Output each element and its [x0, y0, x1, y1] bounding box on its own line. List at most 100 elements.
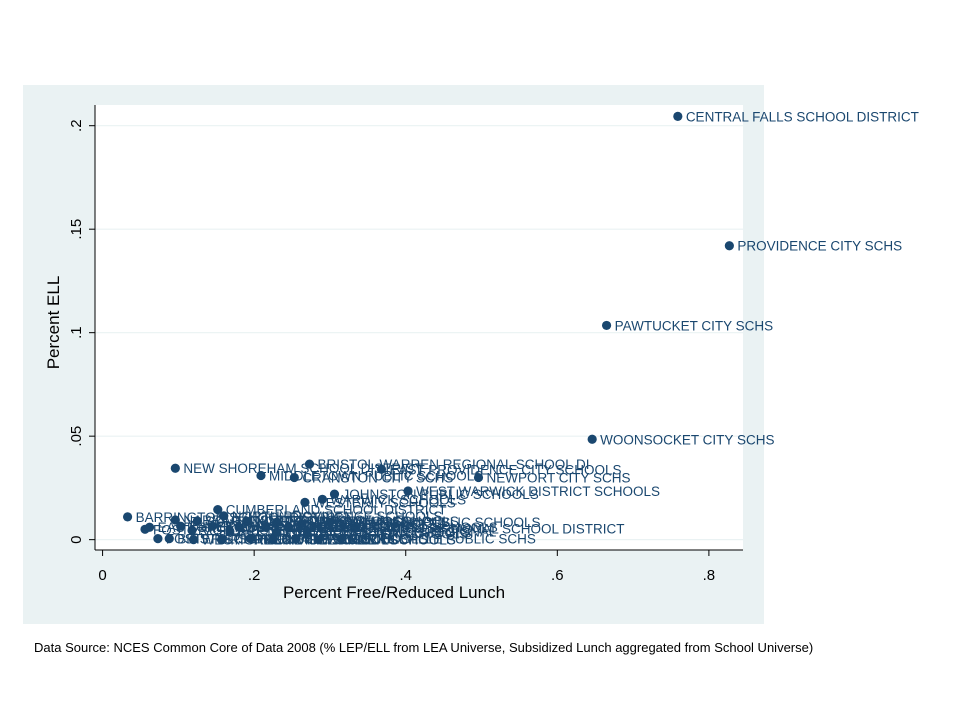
x-axis-title: Percent Free/Reduced Lunch	[283, 583, 505, 602]
point-label: NORTH KINGSTOWN SCHOOLS	[255, 514, 459, 529]
point-label: CHARLESTOWN SCHOOLS	[281, 533, 456, 548]
point-label: NEWPORT CITY SCHS	[486, 471, 630, 486]
point-labels: CENTRAL FALLS SCHOOL DISTRICT PROVIDENCE …	[136, 109, 919, 547]
x-tick-label: .8	[703, 567, 716, 584]
point-label: BRISTOL-WARREN REGIONAL SCHOOL DI	[317, 457, 589, 472]
gridlines	[95, 125, 743, 541]
point-label: FOSTER SCHOOLS	[166, 532, 291, 547]
point-label: SOUTH KINGSTOWN SCHOOLS	[205, 514, 409, 529]
y-axis-title: Percent ELL	[44, 276, 63, 370]
scatter-point	[188, 535, 199, 545]
point-label: WARWICK SCHOOLS	[330, 492, 466, 507]
point-label: SCITUATE SCHOOLS	[200, 523, 336, 538]
scatter-point	[291, 534, 301, 544]
point-label: LITTLE COMPTON SCHOOLS	[285, 525, 472, 540]
scatter-point	[296, 519, 306, 529]
scatter-point	[187, 525, 197, 535]
x-tick-label: .2	[248, 567, 261, 584]
point-label: EAST PROVIDENCE CITY SCHOOLS	[389, 462, 621, 477]
y-tick-label: .15	[68, 219, 85, 240]
scatter-point	[325, 517, 335, 527]
scatter-point	[304, 459, 315, 469]
point-label: EXETER-WEST GREENWICH REGIONAL	[238, 524, 497, 539]
scatter-point	[207, 521, 218, 531]
point-label: HOPKINTON SCHOOLS	[258, 532, 408, 547]
scatter-point	[724, 241, 734, 251]
data-points	[122, 111, 734, 545]
plot-area	[95, 105, 743, 550]
point-label: PAWTUCKET CITY SCHS	[615, 318, 774, 333]
point-label: PORTSMOUTH SCHOOLS	[285, 515, 451, 530]
point-label: BURRILLVILLE SCHOOLS	[247, 520, 410, 535]
point-label: BURRILLVILLE PUBLIC SCHS	[349, 532, 536, 547]
scatter-point	[313, 535, 324, 545]
y-tick-label: 0	[68, 535, 85, 543]
point-label: WESTERLY SCHOOLS	[313, 495, 456, 510]
scatter-point	[300, 497, 310, 507]
point-label: FOSTER-GLOCESTER REGIONAL	[153, 522, 370, 537]
scatter-point	[272, 527, 282, 538]
scatter-point	[234, 522, 244, 532]
scatter-point	[192, 516, 202, 526]
point-label: BRISTOL SCHOOLS	[177, 532, 304, 547]
point-label: CRANSTON CITY SCHS	[302, 471, 453, 486]
scatter-point	[329, 489, 340, 499]
scatter-point	[153, 534, 163, 544]
scatter-point	[283, 522, 293, 532]
scatter-point	[256, 470, 266, 481]
point-label: CENTRAL FALLS SCHOOL DISTRICT	[686, 109, 919, 124]
scatter-point	[289, 472, 299, 483]
point-label: TIVERTON SCHOOLS	[220, 519, 358, 534]
y-tick-label: .1	[68, 326, 85, 339]
x-tick-label: .6	[551, 567, 564, 584]
scatter-point	[122, 512, 133, 522]
scatter-point	[260, 522, 271, 532]
point-label: WARREN SCHOOLS	[327, 533, 456, 548]
point-label: GLOCESTER SCHOOLS	[315, 526, 468, 541]
point-label: BARRINGTON SCHOOL DISTRICT	[136, 510, 352, 525]
scatter-point	[587, 434, 597, 444]
scatter-point	[473, 472, 484, 483]
point-label: NARRAGANSETT SCHOOLS	[183, 513, 364, 528]
scatter-point	[219, 511, 229, 521]
point-label: NORTH PROVIDENCE SCHOOLS	[232, 509, 443, 524]
point-label: MIDDLETOWN PUBLIC SCHOOLS	[269, 468, 483, 483]
scatter-point	[350, 523, 360, 533]
point-label: LINCOLN SCHOOLS	[309, 517, 437, 532]
point-label: EXETER SCHOOLS	[304, 532, 428, 547]
scatter-point	[176, 521, 186, 531]
x-tick-label: 0	[98, 567, 106, 584]
axes: 0 .05 .1 .15 .2 0 .2 .4 .6 .8	[68, 105, 743, 584]
point-label: CUMBERLAND SCHOOL DISTRICT	[226, 503, 447, 518]
y-tick-label: .2	[68, 119, 85, 132]
point-label: CHARIHO REGIONAL SCHOOL DISTRICT	[363, 521, 625, 536]
scatter-point	[140, 524, 150, 534]
point-label: JAMESTOWN SCHOOLS	[189, 519, 345, 534]
point-label: RICHMOND SCHOOLS	[230, 533, 374, 548]
scatter-point	[673, 111, 683, 121]
scatter-point	[217, 535, 227, 545]
scatter-point	[170, 515, 180, 525]
data-source-note: Data Source: NCES Common Core of Data 20…	[34, 640, 814, 655]
point-label: NEW SHOREHAM SCHOOL DISTRICT	[183, 461, 423, 476]
point-label: WEST WARWICK DISTRICT SCHOOLS	[416, 484, 660, 499]
scatter-point	[317, 494, 327, 504]
scatter-point	[245, 534, 255, 544]
scatter-point	[268, 535, 278, 545]
x-tick-label: .4	[399, 567, 412, 584]
point-label: COVENTRY SCHOOLS	[274, 520, 418, 535]
scatter-point	[302, 528, 312, 539]
scatter-point	[376, 464, 387, 474]
point-label: SMITHFIELD PUBLIC SCHOOLS	[338, 515, 541, 530]
scatter-point	[241, 516, 252, 526]
point-label: WEST GREENWICH SCHOOLS	[202, 533, 398, 548]
point-label: EAST GREENWICH SCHOOLS	[158, 520, 351, 535]
scatter-point	[225, 526, 235, 536]
point-label: WOONSOCKET CITY SCHS	[600, 432, 774, 447]
scatter-point	[272, 517, 282, 527]
point-label: PROVIDENCE CITY SCHS	[737, 239, 902, 254]
scatter-point	[336, 534, 346, 544]
point-label: JOHNSTON PUBLIC SCHOOLS	[342, 487, 538, 502]
scatter-point	[164, 534, 174, 544]
